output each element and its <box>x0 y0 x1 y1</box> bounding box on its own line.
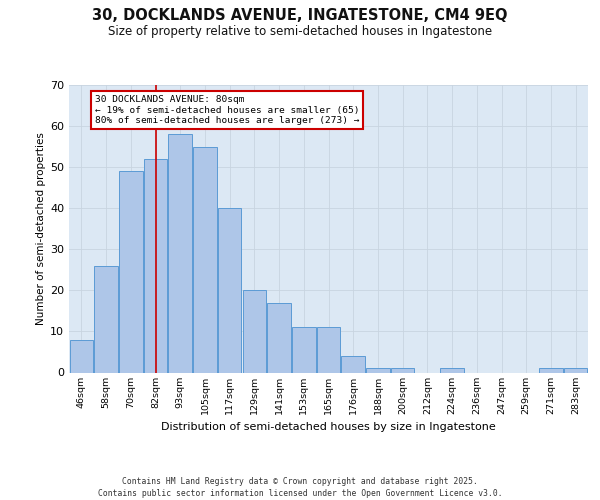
Bar <box>391 368 415 372</box>
Bar <box>292 328 316 372</box>
Bar <box>440 368 464 372</box>
Text: 30, DOCKLANDS AVENUE, INGATESTONE, CM4 9EQ: 30, DOCKLANDS AVENUE, INGATESTONE, CM4 9… <box>92 8 508 22</box>
Bar <box>317 328 340 372</box>
Bar <box>242 290 266 372</box>
Bar <box>564 368 587 372</box>
Text: Size of property relative to semi-detached houses in Ingatestone: Size of property relative to semi-detach… <box>108 24 492 38</box>
Bar <box>119 171 143 372</box>
Bar <box>218 208 241 372</box>
Bar <box>366 368 389 372</box>
Bar <box>144 159 167 372</box>
Text: 30 DOCKLANDS AVENUE: 80sqm
← 19% of semi-detached houses are smaller (65)
80% of: 30 DOCKLANDS AVENUE: 80sqm ← 19% of semi… <box>95 96 359 125</box>
Bar <box>94 266 118 372</box>
Bar <box>169 134 192 372</box>
Y-axis label: Number of semi-detached properties: Number of semi-detached properties <box>36 132 46 325</box>
Text: Contains HM Land Registry data © Crown copyright and database right 2025.
Contai: Contains HM Land Registry data © Crown c… <box>98 476 502 498</box>
Bar <box>193 146 217 372</box>
Bar <box>341 356 365 372</box>
Bar <box>70 340 93 372</box>
Text: Distribution of semi-detached houses by size in Ingatestone: Distribution of semi-detached houses by … <box>161 422 496 432</box>
Bar <box>539 368 563 372</box>
Bar <box>268 302 291 372</box>
